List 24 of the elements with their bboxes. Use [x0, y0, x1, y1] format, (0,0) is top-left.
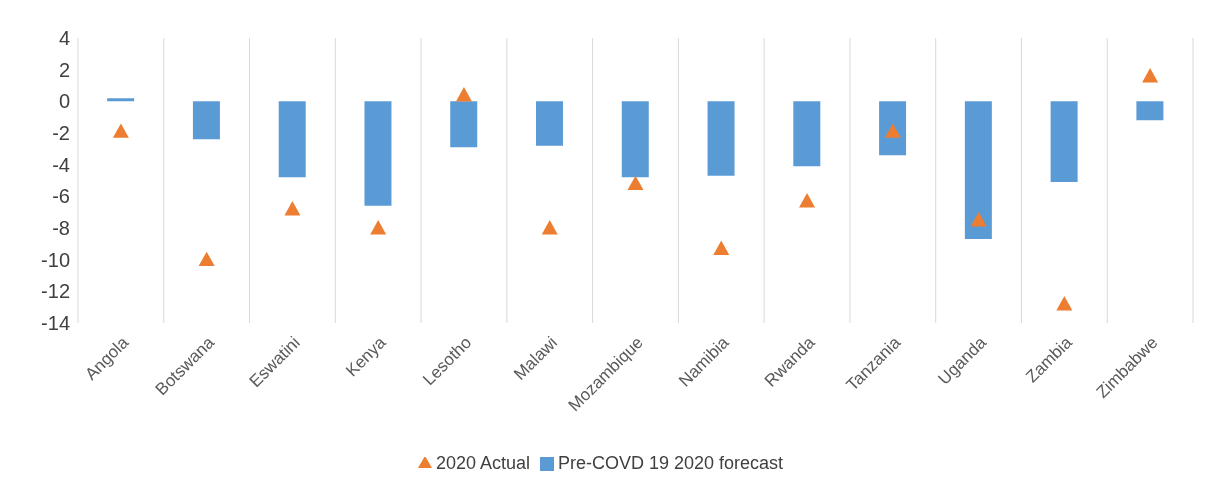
y-tick-label: -6 — [52, 185, 70, 208]
y-tick-label: -14 — [41, 312, 70, 335]
point — [1056, 296, 1073, 311]
y-tick-label: 4 — [58, 27, 70, 50]
legend-label: 2020 Actual — [435, 453, 530, 473]
y-tick-label: -4 — [52, 153, 70, 176]
legend-label: Pre-COVD 19 2020 forecast — [557, 453, 784, 473]
y-tick-label: 2 — [58, 58, 70, 81]
y-tick-label: -10 — [41, 248, 70, 271]
point — [455, 87, 472, 102]
point — [713, 240, 730, 255]
y-tick-label: 0 — [58, 90, 70, 113]
point — [370, 220, 387, 235]
point — [799, 193, 816, 208]
point — [541, 220, 558, 235]
point — [1142, 68, 1159, 83]
point — [112, 123, 129, 138]
y-tick-label: -2 — [52, 122, 70, 145]
point — [970, 212, 987, 227]
point — [284, 201, 301, 216]
y-tick-label: -8 — [52, 217, 70, 240]
point — [198, 251, 215, 267]
point — [627, 175, 644, 191]
y-tick-label: -12 — [41, 280, 70, 303]
